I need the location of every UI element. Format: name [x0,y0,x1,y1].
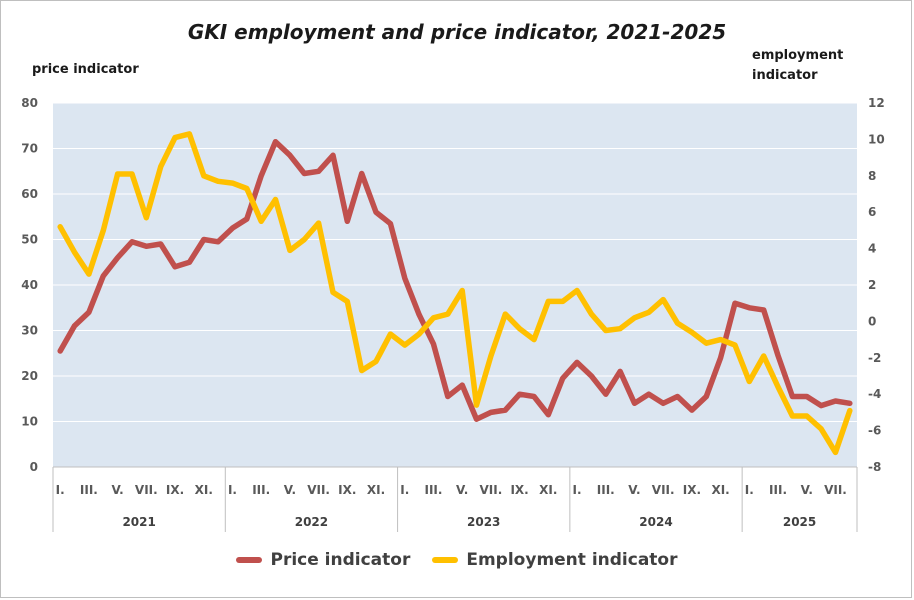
x-tick-label: VII. [824,483,847,497]
x-tick-label: VII. [652,483,675,497]
legend-label-price: Price indicator [270,550,411,570]
x-tick-label: IX. [683,483,701,497]
gridlines [53,102,857,422]
x-tick-label: I. [573,483,582,497]
x-axis: I. III. V. VII. IX. XI. I. III. V. VII. IX. XI. I. II… [52,466,858,532]
y-axis-left-ticks: 0 10 20 30 40 50 60 70 80 [21,96,38,474]
x-year-label: 2023 [467,515,500,529]
x-year-label: 2025 [783,515,816,529]
y-left-tick-label: 0 [30,460,38,474]
x-tick-label: III. [424,483,442,497]
legend-item-price: Price indicator [236,550,410,570]
x-tick-label: VII. [307,483,330,497]
x-tick-label: VII. [135,483,158,497]
legend-swatch-employment [432,557,459,563]
y-right-tick-label: 8 [868,169,876,183]
x-tick-label: V. [456,483,468,497]
legend-item-employment: Employment indicator [432,550,678,570]
x-year-label: 2021 [122,515,155,529]
y-axis-right-ticks: -8 -6 -4 -2 0 2 4 6 8 10 12 [868,96,885,474]
y-axis-right-label: employment indicator [752,48,844,83]
x-tick-label: III. [80,483,98,497]
y-right-tick-label: 2 [868,278,876,292]
x-tick-label: IX. [166,483,184,497]
employment-indicator-line [57,131,853,456]
y-right-tick-label: 0 [868,314,876,328]
y-right-tick-label: -6 [868,424,881,438]
x-tick-label: I. [228,483,237,497]
x-tick-label: I. [400,483,409,497]
x-tick-label: I. [56,483,65,497]
y-right-tick-label: 6 [868,205,876,219]
y-right-tick-label: 10 [868,132,885,146]
x-tick-label: IX. [338,483,356,497]
x-tick-label: III. [769,483,787,497]
x-tick-label: XI. [711,483,729,497]
legend: Price indicator Employment indicator [0,550,914,570]
x-tick-label: V. [801,483,813,497]
y-left-tick-label: 50 [21,233,38,247]
y-left-tick-label: 70 [21,142,38,156]
x-tick-label: VII. [480,483,503,497]
chart-title: GKI employment and price indicator, 2021… [187,20,727,44]
x-tick-label: IX. [510,483,528,497]
y-left-tick-label: 60 [21,187,38,201]
y-left-tick-label: 10 [21,415,38,429]
y-right-tick-label: -8 [868,460,881,474]
x-tick-label: III. [597,483,615,497]
x-tick-label: I. [745,483,754,497]
x-tick-label: V. [628,483,640,497]
legend-label-employment: Employment indicator [466,550,678,570]
y-left-tick-label: 20 [21,369,38,383]
x-year-label: 2022 [295,515,328,529]
legend-swatch-price [236,557,263,563]
x-tick-label: V. [111,483,123,497]
x-tick-label: XI. [539,483,557,497]
y-left-tick-label: 30 [21,324,38,338]
y-axis-left-label: price indicator [32,62,139,77]
y-left-tick-label: 80 [21,96,38,110]
x-tick-label: XI. [195,483,213,497]
y-right-tick-label: 12 [868,96,885,110]
x-year-label: 2024 [639,515,672,529]
y-left-tick-label: 40 [21,278,38,292]
y-right-tick-label: -4 [868,387,881,401]
price-indicator-line [57,138,853,422]
y-right-tick-label: 4 [868,242,876,256]
x-tick-label: III. [252,483,270,497]
x-tick-label: V. [284,483,296,497]
x-tick-label: XI. [367,483,385,497]
series-lines [57,131,853,456]
y-right-tick-label: -2 [868,351,881,365]
